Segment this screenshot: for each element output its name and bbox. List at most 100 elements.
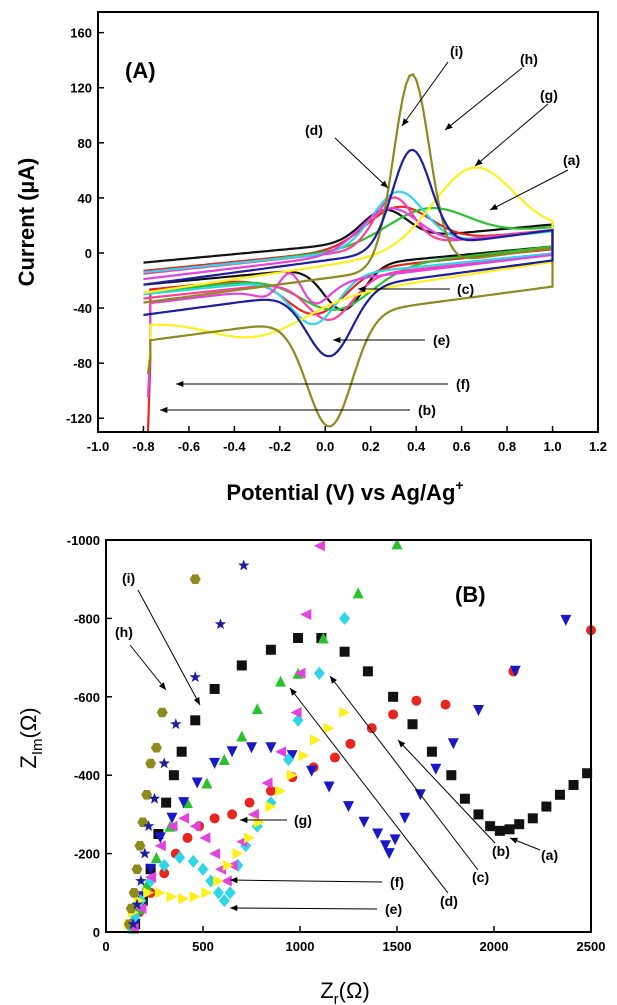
chart-b-point-0 <box>514 819 525 830</box>
chart-b-point-3 <box>560 614 572 626</box>
chart-a-xlabel: Potential (V) vs Ag/Ag+ <box>226 477 463 505</box>
chart-b-point-6 <box>222 859 234 871</box>
chart-b-point-7 <box>131 864 143 874</box>
chart-b-annotation-label: (g) <box>294 812 312 828</box>
chart-a-ytick-label: -80 <box>73 356 92 371</box>
chart-b-point-6 <box>154 887 166 899</box>
chart-a-xlabel-sup: + <box>455 477 463 493</box>
chart-b-xtick-label: 500 <box>192 939 214 954</box>
chart-b-point-8 <box>131 898 143 910</box>
chart-b-xtick-label: 1500 <box>383 939 412 954</box>
chart-a-annotation-label: (g) <box>540 87 558 103</box>
chart-b-xlabel: Zr(Ω) <box>320 978 370 1005</box>
chart-a-series <box>143 72 554 433</box>
chart-b-point-6 <box>232 848 244 860</box>
chart-b-point-3 <box>306 765 318 777</box>
chart-b-xtick-label: 2000 <box>480 939 509 954</box>
chart-a-series-7 <box>143 72 554 428</box>
chart-b-point-0 <box>473 809 484 820</box>
chart-b-point-0 <box>554 789 565 800</box>
chart-b-point-0 <box>459 793 470 804</box>
chart-a: -1.0 -0.8 -0.6 -0.4 -0.2 0.0 0.2 0.4 0.6 0.8 1.0 1.… <box>14 11 607 505</box>
chart-b-panel-label: (B) <box>455 582 486 607</box>
chart-b-arrowhead <box>240 816 248 824</box>
chart-b-point-3 <box>246 742 257 754</box>
chart-b-point-2 <box>236 730 248 742</box>
chart-b-point-3 <box>447 738 459 750</box>
chart-b-point-1 <box>182 832 193 843</box>
chart-b-arrowhead <box>290 688 297 696</box>
chart-b-point-1 <box>244 797 255 808</box>
chart-b-point-3 <box>389 834 401 846</box>
chart-b-point-3 <box>399 812 411 824</box>
chart-b-arrowhead <box>158 682 166 690</box>
chart-a-annotation-label: (d) <box>305 122 323 138</box>
chart-b-point-3 <box>191 777 203 789</box>
chart-b-xlabel-sub: r <box>334 991 339 1005</box>
chart-b-point-8 <box>170 718 182 730</box>
chart-b-point-5 <box>313 540 325 552</box>
chart-b-annotation-label: (a) <box>541 847 558 863</box>
chart-a-arrowhead <box>475 158 483 166</box>
chart-a-xtick-label: 0.2 <box>362 439 380 454</box>
chart-b-point-2 <box>391 538 403 550</box>
chart-b-point-1 <box>329 752 340 763</box>
chart-a-xtick-label: -1.0 <box>87 439 109 454</box>
chart-b-point-6 <box>244 832 256 844</box>
chart-b-point-0 <box>236 660 247 671</box>
chart-a-ticks: -1.0 -0.8 -0.6 -0.4 -0.2 0.0 0.2 0.4 0.6 0.8 1.0 1.… <box>66 26 607 454</box>
chart-b-point-6 <box>323 722 335 734</box>
chart-a-frame <box>97 11 599 433</box>
chart-a-annotation-arrow <box>444 67 523 131</box>
chart-b-point-7 <box>134 841 146 851</box>
chart-b-point-0 <box>168 770 179 781</box>
chart-b-point-8 <box>135 875 147 886</box>
chart-b-ytick-label: -800 <box>74 611 100 626</box>
chart-b-point-0 <box>446 770 457 781</box>
chart-b-point-1 <box>345 738 356 749</box>
chart-b-annotation-label: (f) <box>390 874 404 890</box>
chart-a-ytick-label: -40 <box>73 301 92 316</box>
chart-b-point-3 <box>323 781 335 793</box>
chart-b-point-6 <box>189 891 201 903</box>
chart-b-point-2 <box>201 777 213 789</box>
chart-b-arrowhead <box>230 876 238 884</box>
chart-b-point-2 <box>251 703 263 715</box>
chart-b-annotation-arrow <box>129 644 167 691</box>
chart-b-point-5 <box>178 812 190 824</box>
chart-b-point-6 <box>253 816 265 828</box>
chart-a-annotation-label: (h) <box>520 51 538 67</box>
chart-b-arrowhead <box>510 837 518 844</box>
chart-a-annotation-label: (a) <box>563 152 580 168</box>
chart-b-point-3 <box>226 746 238 758</box>
chart-b-xtick-label: 1000 <box>286 939 315 954</box>
chart-a-arrowhead <box>402 118 409 126</box>
chart-b-point-7 <box>145 758 157 769</box>
chart-a-series-8 <box>143 148 554 358</box>
chart-b-point-1 <box>440 699 451 710</box>
chart-b-ytick-label: -200 <box>74 847 100 862</box>
chart-a-annotation-label: (e) <box>433 332 450 348</box>
chart-b-annotation-label: (e) <box>385 901 402 917</box>
chart-b-annotation-arrow <box>229 879 383 883</box>
chart-b-point-0 <box>209 683 220 694</box>
chart-b-point-3 <box>430 763 442 775</box>
chart-b-frame <box>105 539 592 933</box>
chart-b-point-1 <box>366 723 377 734</box>
chart-a-ytick-label: 120 <box>70 81 92 96</box>
chart-a-arrowhead <box>380 180 388 188</box>
chart-b-point-0 <box>190 715 201 726</box>
chart-b-point-3 <box>178 797 190 809</box>
chart-a-xtick-label: 0.8 <box>498 439 516 454</box>
chart-b-point-4 <box>218 894 230 908</box>
chart-a-ytick-label: 80 <box>78 136 92 151</box>
chart-a-annotation-arrow <box>474 103 549 167</box>
chart-b-point-8 <box>158 757 170 769</box>
chart-b-xtick-label: 0 <box>102 939 109 954</box>
chart-b-point-3 <box>145 863 157 875</box>
chart-b-point-6 <box>265 801 277 813</box>
chart-b-point-3 <box>209 757 221 769</box>
chart-a-panel-label: (A) <box>125 58 156 83</box>
chart-a-arrowhead <box>445 122 453 130</box>
chart-b-point-3 <box>383 848 395 860</box>
